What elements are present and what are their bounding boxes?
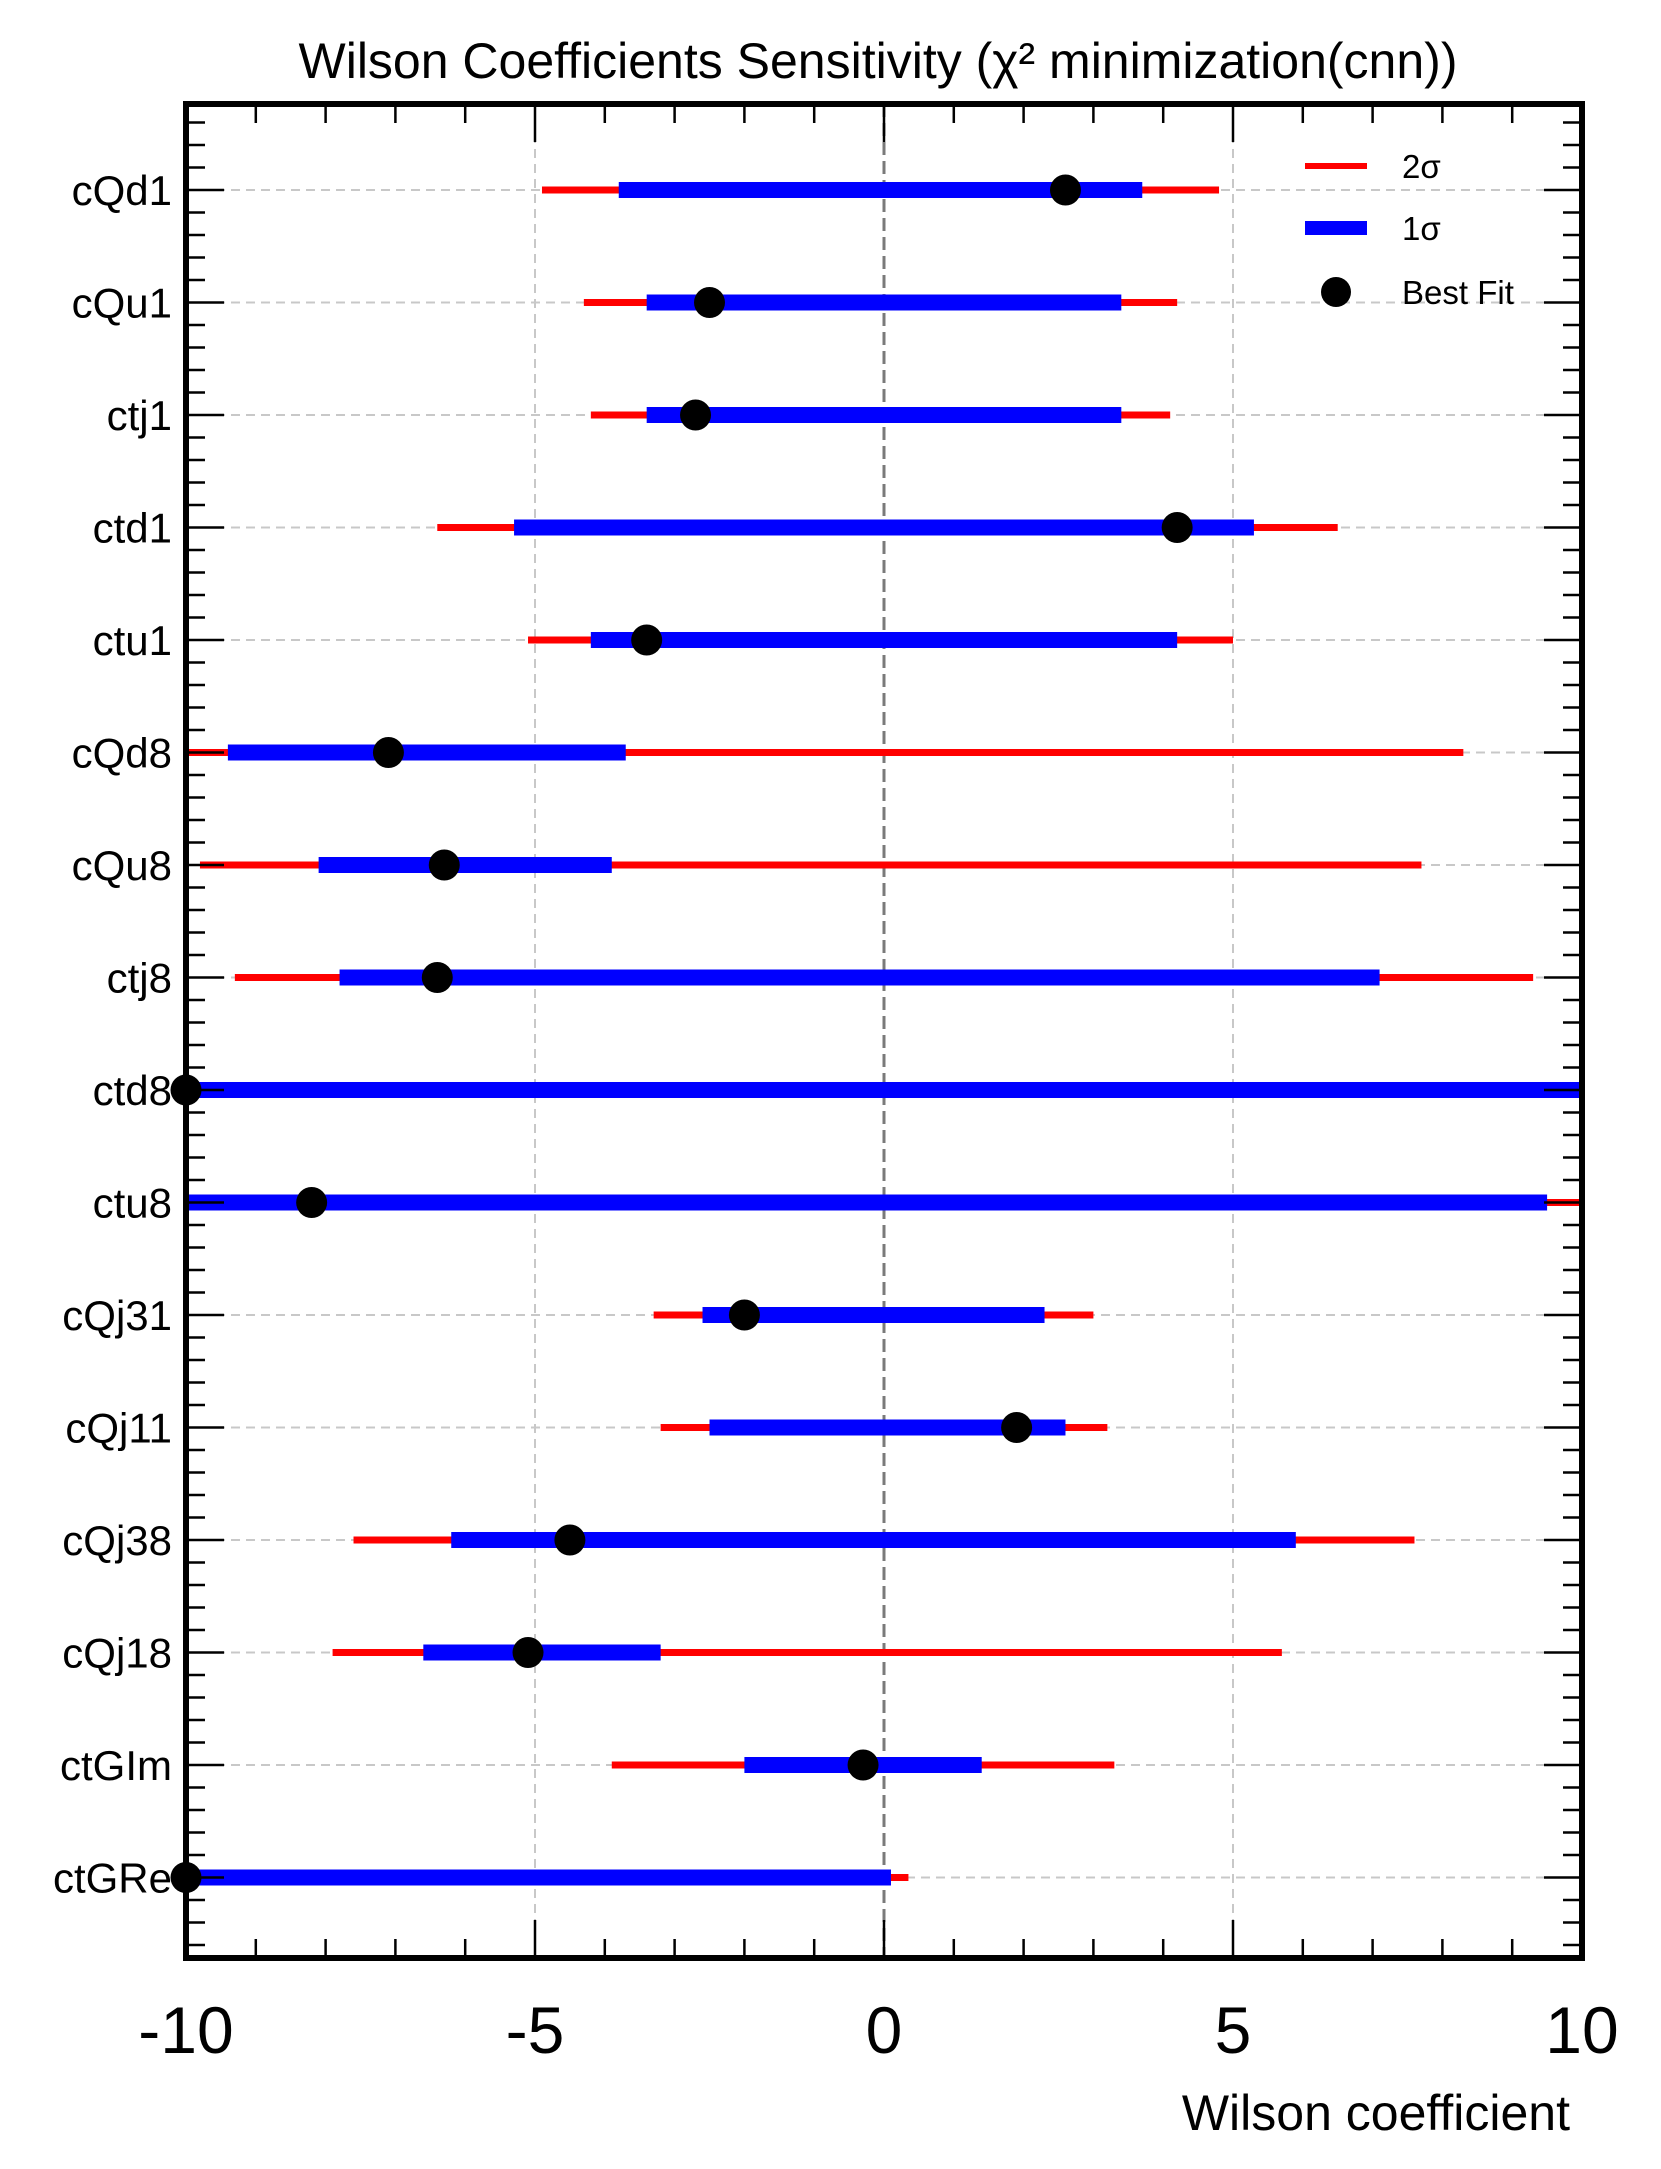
y-tick-label: cQj38 [62,1517,172,1564]
legend-label: 2σ [1402,148,1441,185]
y-tick-label: ctd1 [93,505,172,552]
legend-label: Best Fit [1402,274,1514,311]
y-tick-label: cQj31 [62,1292,172,1339]
best-fit-point-ctj8 [421,962,453,993]
best-fit-point-ctj1 [680,399,712,431]
y-tick-label: ctj1 [107,392,172,439]
y-tick-label: ctu1 [93,617,172,664]
legend-label: 1σ [1402,210,1441,247]
best-fit-point-ctd1 [1161,512,1193,543]
legend-swatch-best-fit [1321,277,1351,307]
best-fit-point-cQj18 [512,1637,544,1668]
best-fit-point-cQj38 [554,1524,586,1556]
best-fit-point-cQu8 [428,849,460,881]
y-tick-label: ctd8 [93,1067,172,1114]
x-axis-label: Wilson coefficient [1182,2085,1570,2141]
x-tick-label: -5 [506,1993,565,2067]
y-tick-label: cQu1 [72,280,172,327]
best-fit-point-cQu1 [694,287,725,318]
legend: 2σ 1σ Best Fit [1305,148,1514,311]
plot-frame [183,101,1585,1961]
best-fit-point-ctu8 [296,1187,328,1218]
y-tick-label: cQj18 [62,1630,172,1677]
best-fit-point-cQj31 [728,1299,760,1331]
axis-labels: Wilson Coefficients Sensitivity (χ² mini… [53,33,1619,2141]
y-tick-label: cQj11 [65,1405,172,1452]
best-fit-point-cQd1 [1049,174,1081,206]
y-tick-label: ctGIm [60,1742,172,1789]
error-bars [170,174,1582,1893]
x-tick-label: -10 [138,1993,233,2067]
best-fit-point-cQd8 [372,737,404,768]
x-tick-label: 10 [1545,1993,1618,2067]
best-fit-point-ctu1 [631,624,663,656]
best-fit-point-ctGIm [847,1749,879,1781]
y-tick-label: ctGRe [53,1855,172,1902]
y-tick-label: cQd8 [72,730,172,777]
y-tick-label: ctu8 [93,1180,172,1227]
y-tick-label: cQu8 [72,842,172,889]
x-tick-label: 5 [1215,1993,1252,2067]
chart-title: Wilson Coefficients Sensitivity (χ² mini… [299,33,1458,89]
y-tick-label: ctj8 [107,955,172,1002]
y-tick-label: cQd1 [72,167,172,214]
best-fit-point-cQj11 [1001,1412,1033,1443]
axes-frame [183,101,1585,1961]
x-tick-label: 0 [866,1993,903,2067]
